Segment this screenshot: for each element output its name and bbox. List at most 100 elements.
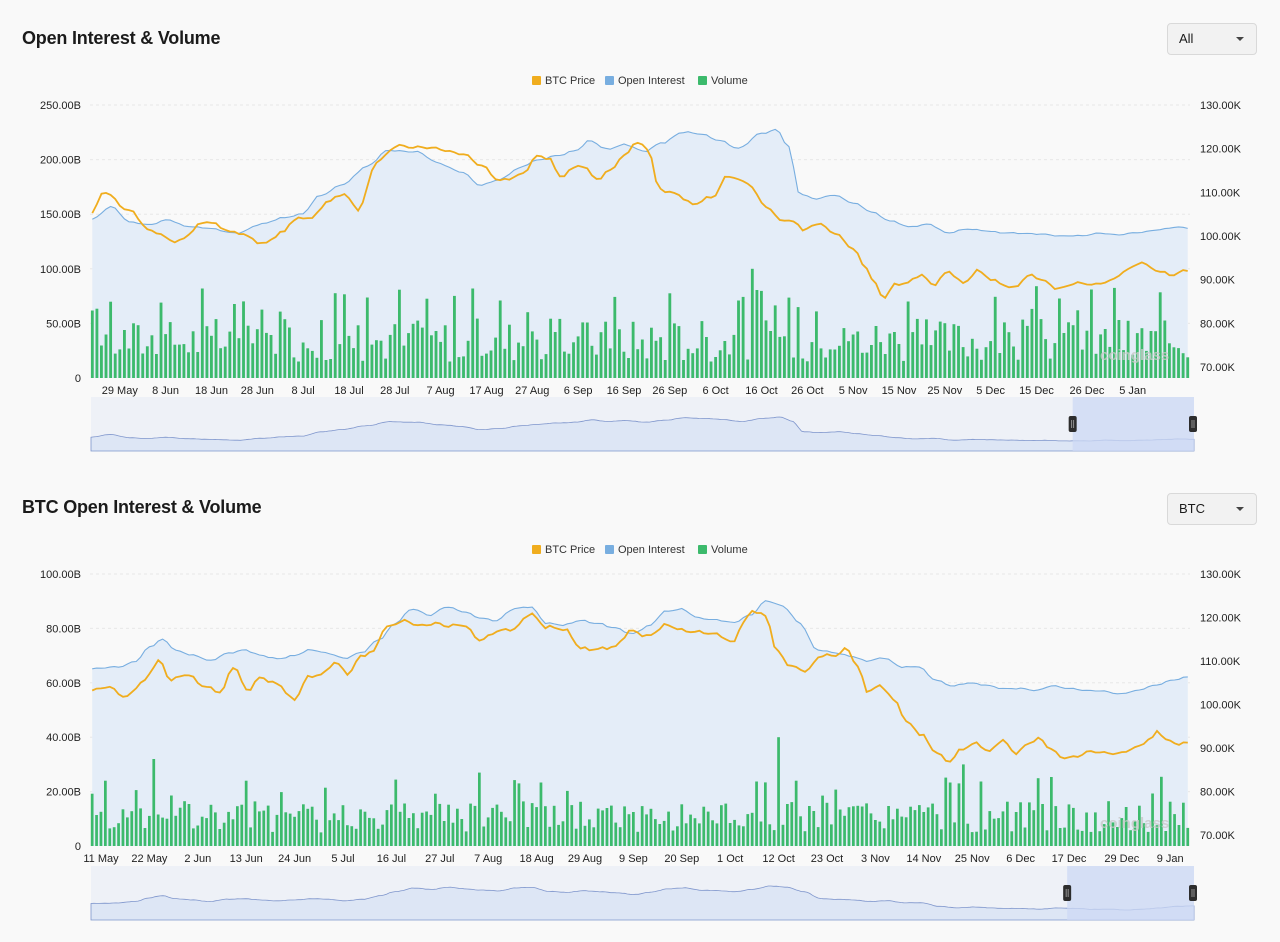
volume-bar[interactable] [645,358,649,378]
volume-bar[interactable] [530,331,534,378]
volume-bar[interactable] [662,820,666,846]
volume-bar[interactable] [957,325,960,378]
volume-bar[interactable] [495,804,499,846]
volume-bar[interactable] [911,332,915,378]
volume-bar[interactable] [359,809,362,846]
volume-bar[interactable] [416,320,420,378]
volume-bar[interactable] [1003,322,1006,378]
volume-bar[interactable] [746,359,750,379]
volume-bar[interactable] [1039,319,1043,378]
volume-bar[interactable] [741,296,745,378]
volume-bar[interactable] [883,354,887,378]
volume-bar[interactable] [283,319,287,378]
volume-bar[interactable] [1177,825,1181,846]
volume-bar[interactable] [847,807,851,846]
range-navigator[interactable] [90,866,1197,921]
volume-bar[interactable] [460,819,464,846]
volume-bar[interactable] [503,348,507,378]
volume-bar[interactable] [812,811,816,846]
volume-bar[interactable] [720,805,723,846]
volume-bar[interactable] [448,361,452,379]
volume-bar[interactable] [781,824,785,846]
volume-bar[interactable] [1154,331,1158,378]
volume-bar[interactable] [164,334,168,378]
volume-bar[interactable] [1113,287,1116,378]
volume-bar[interactable] [980,359,983,378]
volume-bar[interactable] [258,811,261,846]
volume-bar[interactable] [278,311,282,378]
volume-bar[interactable] [706,811,710,846]
volume-bar[interactable] [705,337,708,378]
volume-bar[interactable] [310,806,314,846]
volume-bar[interactable] [1158,292,1162,378]
volume-bar[interactable] [430,335,433,378]
volume-bar[interactable] [1035,286,1038,378]
volume-bar[interactable] [686,348,690,378]
volume-bar[interactable] [526,312,530,378]
volume-bar[interactable] [126,817,129,846]
volume-bar[interactable] [1085,812,1088,847]
volume-bar[interactable] [599,332,603,378]
volume-bar[interactable] [1023,827,1027,847]
volume-bar[interactable] [558,318,562,378]
volume-bar[interactable] [962,764,965,846]
volume-bar[interactable] [319,832,323,846]
volume-bar[interactable] [1036,778,1040,846]
volume-bar[interactable] [522,801,525,846]
volume-bar[interactable] [966,356,970,378]
chart-canvas[interactable]: BTC Price Open Interest Volume 250.00B 200.0… [0,0,1280,470]
volume-bar[interactable] [489,350,493,379]
volume-bar[interactable] [517,783,521,846]
volume-bar[interactable] [478,772,481,846]
volume-bar[interactable] [402,345,406,378]
volume-bar[interactable] [214,319,218,378]
volume-bar[interactable] [200,816,204,846]
volume-bar[interactable] [746,814,750,846]
volume-bar[interactable] [842,328,846,378]
volume-bar[interactable] [821,795,824,846]
coin-select[interactable]: BTC [1167,493,1257,525]
volume-bar[interactable] [952,324,956,378]
volume-bar[interactable] [544,806,547,846]
volume-bar[interactable] [1007,332,1011,378]
volume-bar[interactable] [1103,329,1107,378]
volume-bar[interactable] [161,817,164,846]
volume-bar[interactable] [1080,830,1084,846]
volume-bar[interactable] [275,814,279,846]
volume-bar[interactable] [130,811,134,846]
volume-bar[interactable] [394,779,398,846]
volume-bar[interactable] [393,324,397,378]
volume-bar[interactable] [851,334,855,379]
volume-bar[interactable] [1168,801,1172,846]
volume-bar[interactable] [847,341,850,378]
volume-bar[interactable] [1019,802,1022,846]
volume-bar[interactable] [1108,346,1112,378]
volume-bar[interactable] [1135,333,1139,378]
volume-bar[interactable] [610,805,613,846]
volume-bar[interactable] [438,803,442,846]
volume-bar[interactable] [601,810,604,846]
volume-bar[interactable] [228,331,232,378]
volume-bar[interactable] [824,357,828,379]
volume-bar[interactable] [288,813,292,846]
volume-bar[interactable] [255,329,259,378]
volume-bar[interactable] [792,357,795,379]
volume-bar[interactable] [274,353,278,378]
volume-bar[interactable] [618,329,621,378]
volume-bar[interactable] [581,322,585,378]
volume-bar[interactable] [420,327,424,378]
volume-bar[interactable] [1032,810,1036,846]
volume-bar[interactable] [174,815,178,846]
volume-bar[interactable] [922,812,926,846]
volume-bar[interactable] [1076,310,1080,378]
volume-bar[interactable] [663,360,667,378]
volume-bar[interactable] [709,361,713,379]
volume-bar[interactable] [1116,827,1119,846]
volume-bar[interactable] [583,825,587,846]
volume-bar[interactable] [590,345,594,378]
volume-bar[interactable] [457,357,461,378]
volume-bar[interactable] [673,323,676,378]
volume-bar[interactable] [95,308,99,378]
volume-bar[interactable] [469,803,472,846]
volume-bar[interactable] [702,806,706,846]
